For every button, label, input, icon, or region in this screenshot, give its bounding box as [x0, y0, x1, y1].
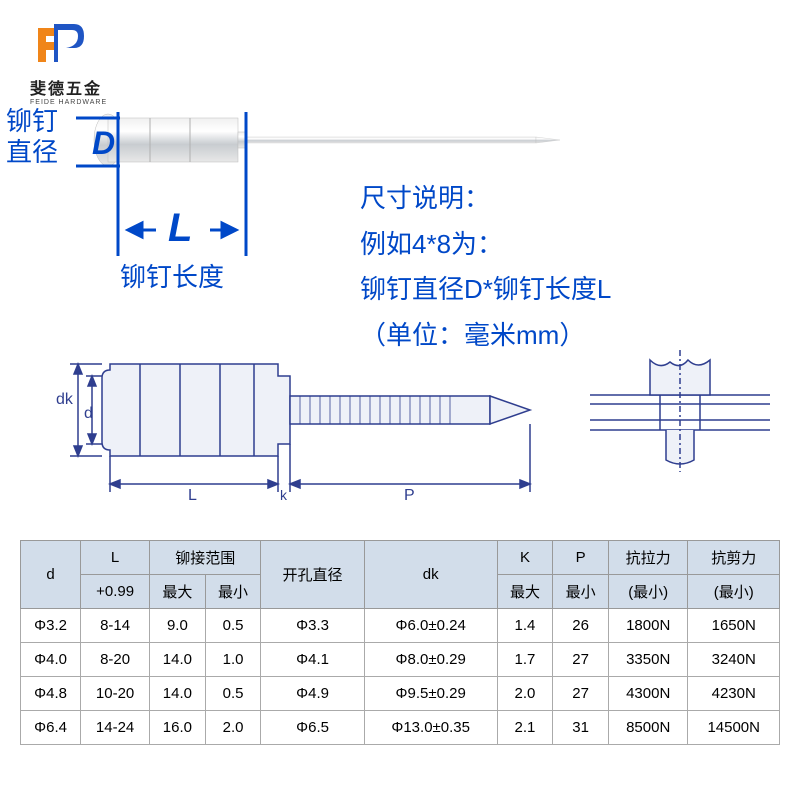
cell-rmax: 9.0	[150, 609, 206, 643]
technical-drawing: dk d L k P	[30, 340, 770, 510]
col-range-max: 最大	[150, 575, 206, 609]
cell-L: 14-24	[81, 711, 150, 745]
col-shear-sub: (最小)	[688, 575, 780, 609]
col-l: L	[81, 541, 150, 575]
cell-hole: Φ3.3	[261, 609, 364, 643]
col-k-sub: 最大	[497, 575, 553, 609]
logo-text: 斐德五金	[30, 75, 107, 99]
cell-tensile: 3350N	[608, 643, 688, 677]
cell-rmin: 0.5	[205, 609, 261, 643]
table-row: Φ6.414-2416.02.0Φ6.5Φ13.0±0.352.1318500N…	[21, 711, 780, 745]
cell-dk: Φ6.0±0.24	[364, 609, 497, 643]
cell-dk: Φ8.0±0.29	[364, 643, 497, 677]
desc-line-1: 尺寸说明：	[360, 176, 611, 222]
d-label: d	[84, 405, 93, 422]
cap-p-label: P	[404, 487, 415, 504]
col-range-min: 最小	[205, 575, 261, 609]
brand-logo: 斐德五金 FEIDE HARDWARE	[30, 18, 107, 106]
cell-shear: 14500N	[688, 711, 780, 745]
d-letter: D	[92, 124, 115, 162]
cell-K: 1.4	[497, 609, 553, 643]
col-range: 铆接范围	[150, 541, 261, 575]
cell-d: Φ6.4	[21, 711, 81, 745]
table-row: Φ3.28-149.00.5Φ3.3Φ6.0±0.241.4261800N165…	[21, 609, 780, 643]
cell-tensile: 4300N	[608, 677, 688, 711]
col-d: d	[21, 541, 81, 609]
col-hole: 开孔直径	[261, 541, 364, 609]
col-p: P	[553, 541, 609, 575]
cell-shear: 1650N	[688, 609, 780, 643]
cell-dk: Φ9.5±0.29	[364, 677, 497, 711]
cell-rmin: 1.0	[205, 643, 261, 677]
col-l-sub: +0.99	[81, 575, 150, 609]
cell-rmax: 14.0	[150, 677, 206, 711]
cell-hole: Φ6.5	[261, 711, 364, 745]
cell-P: 27	[553, 643, 609, 677]
col-k: K	[497, 541, 553, 575]
col-dk: dk	[364, 541, 497, 609]
cell-rmax: 16.0	[150, 711, 206, 745]
logo-icon	[30, 18, 90, 68]
size-description: 尺寸说明： 例如4*8为： 铆钉直径D*铆钉长度L （单位：毫米mm）	[360, 176, 611, 358]
diameter-label: 铆钉 直径	[6, 106, 58, 168]
cell-d: Φ4.0	[21, 643, 81, 677]
desc-line-2: 例如4*8为：	[360, 222, 611, 268]
cell-rmin: 0.5	[205, 677, 261, 711]
cell-d: Φ4.8	[21, 677, 81, 711]
cell-d: Φ3.2	[21, 609, 81, 643]
cell-hole: Φ4.9	[261, 677, 364, 711]
cell-P: 27	[553, 677, 609, 711]
l-letter: L	[168, 204, 192, 252]
rivet-photo	[90, 100, 570, 180]
col-tensile-sub: (最小)	[608, 575, 688, 609]
cap-l-label: L	[188, 487, 197, 504]
cell-L: 8-20	[81, 643, 150, 677]
table-row: Φ4.08-2014.01.0Φ4.1Φ8.0±0.291.7273350N32…	[21, 643, 780, 677]
table-row: Φ4.810-2014.00.5Φ4.9Φ9.5±0.292.0274300N4…	[21, 677, 780, 711]
cell-L: 10-20	[81, 677, 150, 711]
cell-P: 31	[553, 711, 609, 745]
cell-rmin: 2.0	[205, 711, 261, 745]
k-label: k	[280, 487, 288, 503]
spec-table: d L 铆接范围 开孔直径 dk K P 抗拉力 抗剪力 +0.99 最大 最小…	[20, 540, 780, 745]
col-shear: 抗剪力	[688, 541, 780, 575]
cell-L: 8-14	[81, 609, 150, 643]
cell-tensile: 1800N	[608, 609, 688, 643]
cell-K: 1.7	[497, 643, 553, 677]
cell-hole: Φ4.1	[261, 643, 364, 677]
cell-tensile: 8500N	[608, 711, 688, 745]
desc-line-3: 铆钉直径D*铆钉长度L	[360, 267, 611, 313]
col-tensile: 抗拉力	[608, 541, 688, 575]
length-label: 铆钉长度	[120, 262, 224, 293]
cell-K: 2.0	[497, 677, 553, 711]
cell-P: 26	[553, 609, 609, 643]
cell-dk: Φ13.0±0.35	[364, 711, 497, 745]
cell-rmax: 14.0	[150, 643, 206, 677]
col-p-sub: 最小	[553, 575, 609, 609]
dk-label: dk	[56, 391, 74, 408]
cell-shear: 3240N	[688, 643, 780, 677]
cell-shear: 4230N	[688, 677, 780, 711]
cell-K: 2.1	[497, 711, 553, 745]
